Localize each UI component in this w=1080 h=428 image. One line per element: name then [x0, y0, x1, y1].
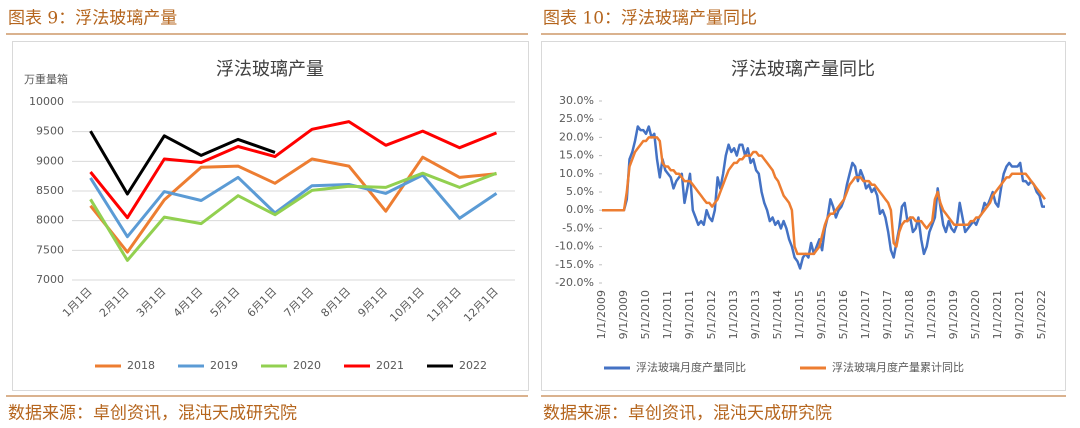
x-tick-label: 9/1/2013 [749, 290, 762, 339]
y-tick-label: 15.0% [559, 149, 594, 162]
series-line [89, 171, 498, 262]
series-line [602, 125, 1045, 270]
y-tick-label: -10.0% [555, 240, 594, 253]
legend-label: 2020 [293, 359, 321, 372]
y-tick-label: -15.0% [555, 258, 594, 271]
x-tick-label: 5/1/2014 [771, 290, 784, 339]
y-tick-label: 25.0% [559, 112, 594, 125]
x-tick-label: 9/1/2009 [617, 290, 630, 339]
y-axis-label: 万重量箱 [24, 72, 68, 86]
y-tick-label: 10000 [29, 95, 64, 108]
x-tick-label: 1/1/2017 [859, 290, 872, 339]
x-tick-label: 1/1/2013 [727, 290, 740, 339]
legend-label: 2021 [376, 359, 404, 372]
x-tick-label: 1/1/2019 [925, 290, 938, 339]
y-tick-label: 10.0% [559, 167, 594, 180]
series-line [602, 136, 1046, 256]
y-tick-label: 20.0% [559, 130, 594, 143]
y-tick-label: 9500 [36, 125, 64, 138]
x-tick-label: 9/1/2019 [947, 290, 960, 339]
x-tick-label: 9/1/2017 [881, 290, 894, 339]
chart-title: 浮法玻璃产量 [216, 59, 324, 80]
x-tick-label: 1/1/2021 [991, 290, 1004, 339]
caption: 图表 10：浮法玻璃产量同比 [543, 9, 757, 29]
legend-label: 浮法玻璃月度产量同比 [636, 360, 746, 374]
caption: 图表 9：浮法玻璃产量 [8, 9, 177, 29]
y-tick-label: 7000 [36, 273, 64, 286]
x-tick-label: 5/1/2016 [837, 290, 850, 339]
y-tick-label: 0.0% [566, 203, 594, 216]
x-tick-label: 9/1/2011 [683, 290, 696, 339]
legend-label: 2022 [459, 359, 487, 372]
legend-label: 2019 [210, 359, 238, 372]
x-tick-label: 5/1/2018 [903, 290, 916, 339]
x-tick-label: 1/1/2011 [661, 290, 674, 339]
series-line [89, 130, 276, 196]
chart-frame [12, 41, 529, 391]
x-tick-label: 5/1/2012 [705, 290, 718, 339]
legend-label: 2018 [127, 359, 155, 372]
source: 数据来源：卓创资讯，混沌天成研究院 [8, 404, 297, 424]
y-tick-label: 30.0% [559, 94, 594, 107]
series-line [89, 155, 497, 254]
series-line [89, 173, 498, 239]
x-tick-label: 9/1/2021 [1013, 290, 1026, 339]
x-tick-label: 5/1/2022 [1035, 290, 1048, 339]
x-tick-label: 5/1/2020 [969, 290, 982, 339]
y-tick-label: -5.0% [562, 221, 594, 234]
chart-frame [541, 41, 1066, 391]
legend-label: 浮法玻璃月度产量累计同比 [832, 360, 964, 374]
x-tick-label: 1/1/2009 [595, 290, 608, 339]
x-tick-label: 9/1/2015 [815, 290, 828, 339]
y-tick-label: 9000 [36, 154, 64, 167]
y-tick-label: 5.0% [566, 185, 594, 198]
x-tick-label: 1/1/2015 [793, 290, 806, 339]
y-tick-label: -20.0% [555, 276, 594, 289]
chart-title: 浮法玻璃产量同比 [731, 59, 875, 80]
y-tick-label: 8000 [36, 214, 64, 227]
series-line [89, 120, 498, 220]
source: 数据来源：卓创资讯，混沌天成研究院 [543, 404, 832, 424]
y-tick-label: 7500 [36, 243, 64, 256]
x-tick-label: 5/1/2010 [639, 290, 652, 339]
y-tick-label: 8500 [36, 184, 64, 197]
